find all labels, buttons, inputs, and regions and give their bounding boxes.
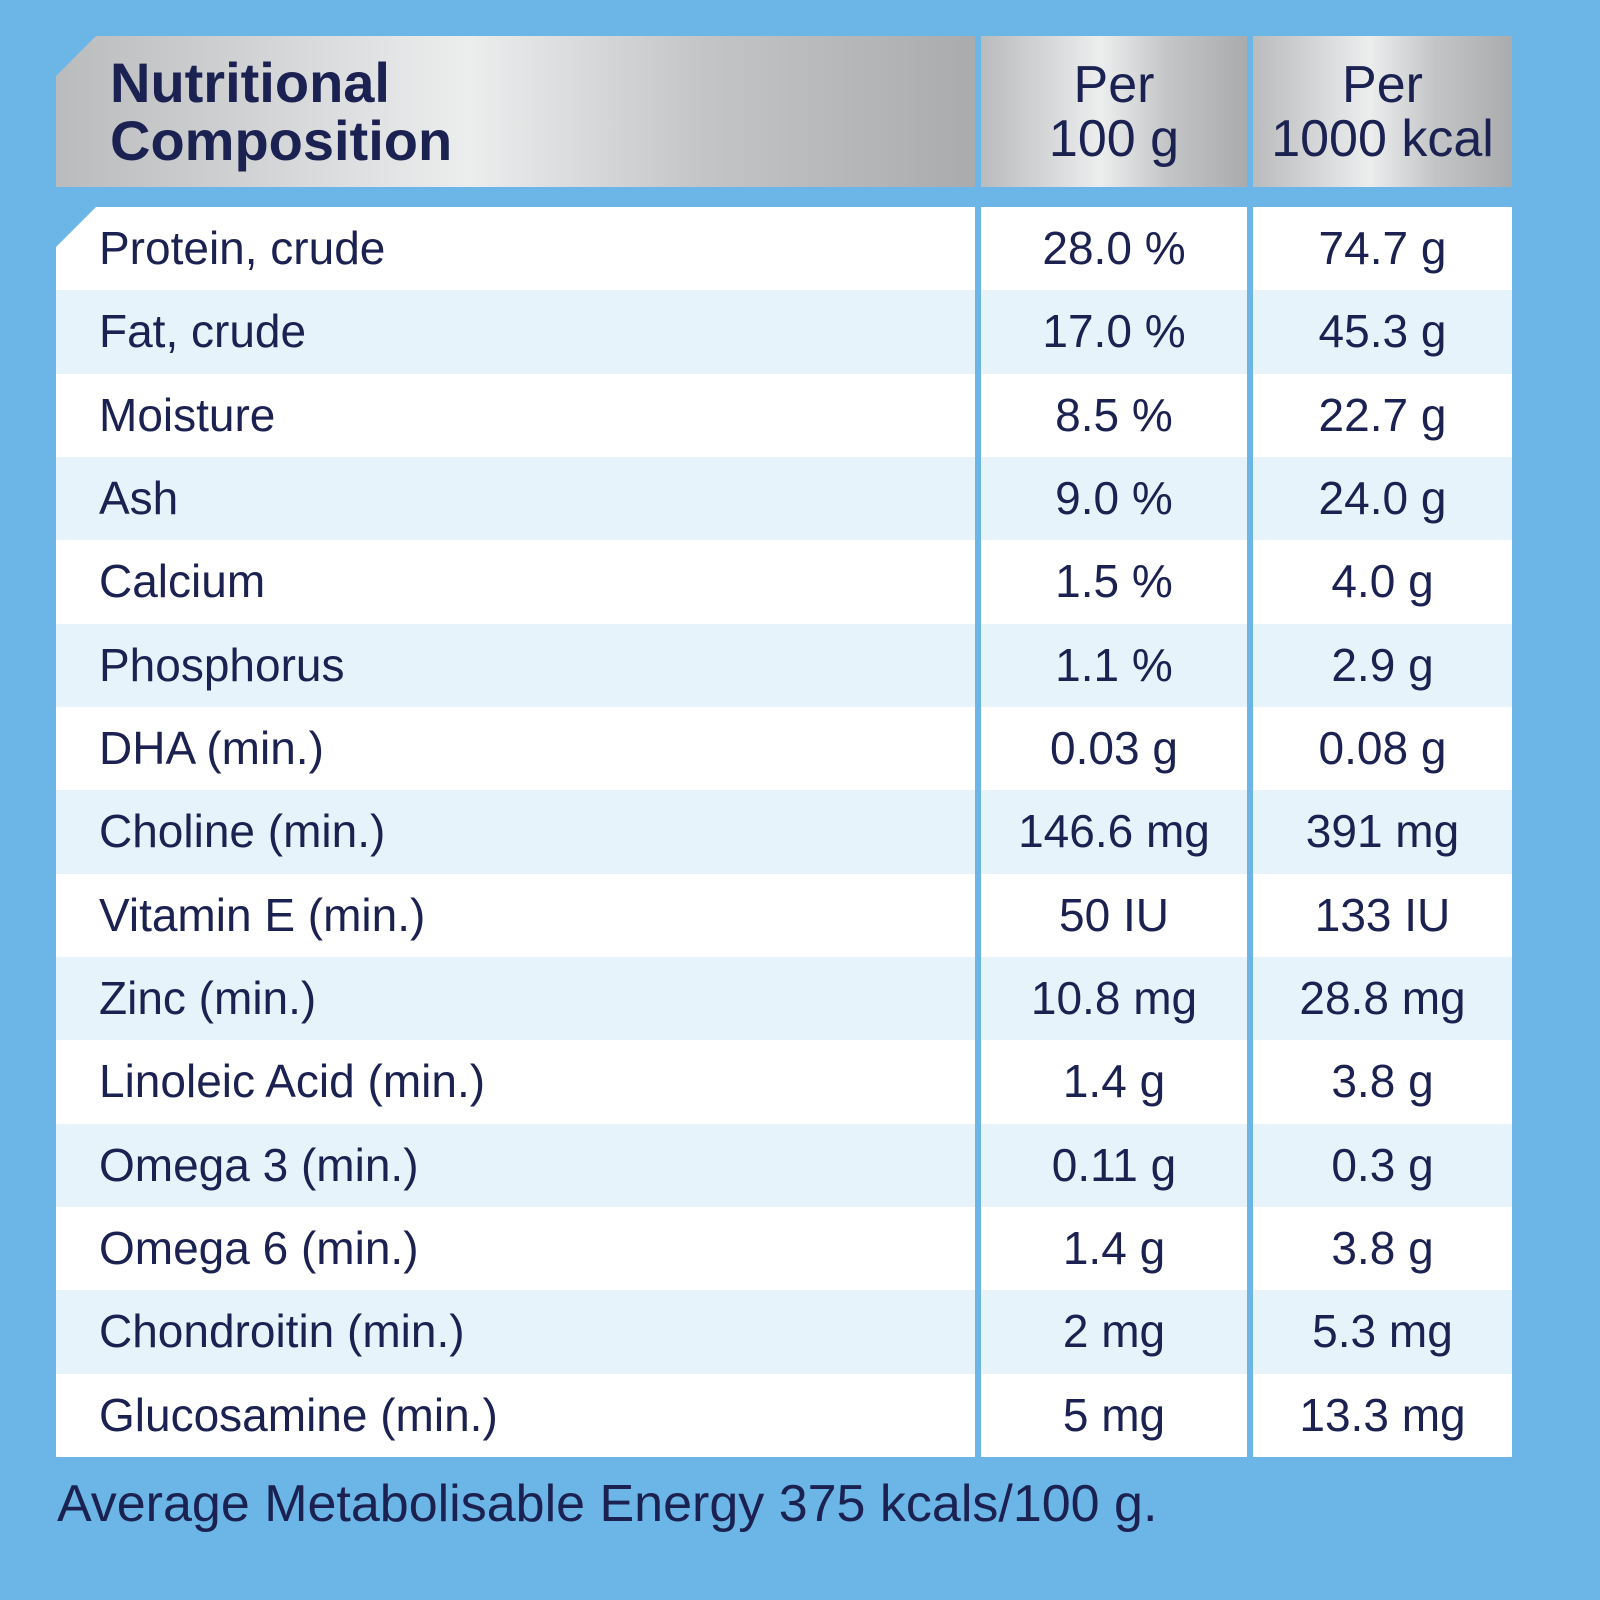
table-row: Ash 9.0 % 24.0 g bbox=[56, 457, 1512, 541]
value-per-1000kcal: 133 IU bbox=[1253, 873, 1512, 958]
table-row: Protein, crude 28.0 % 74.7 g bbox=[56, 207, 1512, 291]
value-per-100g: 17.0 % bbox=[981, 290, 1247, 374]
col2-header-line2: 100 g bbox=[1048, 109, 1180, 168]
value-per-100g: 5 mg bbox=[981, 1373, 1247, 1458]
table-row: Glucosamine (min.) 5 mg 13.3 mg bbox=[56, 1373, 1512, 1458]
value-per-1000kcal: 391 mg bbox=[1253, 790, 1512, 874]
value-per-1000kcal: 2.9 g bbox=[1253, 623, 1512, 708]
table-title-line1: Nutritional bbox=[110, 50, 390, 114]
nutrient-name: DHA (min.) bbox=[56, 707, 975, 791]
col3-header-line1: Per bbox=[1342, 55, 1423, 114]
value-per-1000kcal: 3.8 g bbox=[1253, 1040, 1512, 1124]
nutrient-name: Vitamin E (min.) bbox=[56, 873, 975, 958]
nutrient-name: Fat, crude bbox=[56, 290, 975, 374]
nutrient-name: Calcium bbox=[56, 540, 975, 624]
value-per-1000kcal: 3.8 g bbox=[1253, 1207, 1512, 1291]
col2-header-line1: Per bbox=[1073, 55, 1155, 114]
table-row: Omega 6 (min.) 1.4 g 3.8 g bbox=[56, 1207, 1512, 1291]
value-per-1000kcal: 0.08 g bbox=[1253, 707, 1512, 791]
value-per-100g: 146.6 mg bbox=[981, 790, 1247, 874]
value-per-1000kcal: 74.7 g bbox=[1253, 207, 1512, 291]
value-per-1000kcal: 0.3 g bbox=[1253, 1123, 1512, 1208]
value-per-100g: 50 IU bbox=[981, 873, 1247, 958]
nutrient-name: Phosphorus bbox=[56, 623, 975, 708]
table-row: DHA (min.) 0.03 g 0.08 g bbox=[56, 707, 1512, 791]
nutrient-name: Protein, crude bbox=[56, 207, 975, 291]
table-row: Linoleic Acid (min.) 1.4 g 3.8 g bbox=[56, 1040, 1512, 1124]
table-row: Chondroitin (min.) 2 mg 5.3 mg bbox=[56, 1290, 1512, 1374]
table-title-line2: Composition bbox=[110, 108, 453, 172]
nutrition-table-body: Protein, crude 28.0 % 74.7 g Fat, crude 17.0… bbox=[56, 207, 1512, 1458]
table-row: Zinc (min.) 10.8 mg 28.8 mg bbox=[56, 957, 1512, 1041]
value-per-1000kcal: 45.3 g bbox=[1253, 290, 1512, 374]
table-row: Calcium 1.5 % 4.0 g bbox=[56, 540, 1512, 624]
nutrient-name: Linoleic Acid (min.) bbox=[56, 1040, 975, 1124]
table-row: Moisture 8.5 % 22.7 g bbox=[56, 373, 1512, 457]
value-per-100g: 28.0 % bbox=[981, 207, 1247, 291]
nutrient-name: Chondroitin (min.) bbox=[56, 1290, 975, 1374]
value-per-100g: 0.03 g bbox=[981, 707, 1247, 791]
header-per-1000kcal: Per 1000 kcal bbox=[1253, 36, 1512, 187]
value-per-100g: 2 mg bbox=[981, 1290, 1247, 1374]
header-per-100g: Per 100 g bbox=[981, 36, 1247, 187]
table-row: Omega 3 (min.) 0.11 g 0.3 g bbox=[56, 1123, 1512, 1208]
value-per-1000kcal: 28.8 mg bbox=[1253, 957, 1512, 1041]
table-row: Choline (min.) 146.6 mg 391 mg bbox=[56, 790, 1512, 874]
nutrient-name: Zinc (min.) bbox=[56, 957, 975, 1041]
nutrient-name: Moisture bbox=[56, 373, 975, 457]
value-per-100g: 0.11 g bbox=[981, 1123, 1247, 1208]
value-per-100g: 1.1 % bbox=[981, 623, 1247, 708]
nutrient-name: Ash bbox=[56, 457, 975, 541]
value-per-100g: 1.4 g bbox=[981, 1207, 1247, 1291]
table-row: Vitamin E (min.) 50 IU 133 IU bbox=[56, 873, 1512, 958]
nutrient-name: Omega 3 (min.) bbox=[56, 1123, 975, 1208]
nutrient-name: Omega 6 (min.) bbox=[56, 1207, 975, 1291]
header-nutrient-column: Nutritional Composition bbox=[56, 36, 975, 187]
value-per-100g: 8.5 % bbox=[981, 373, 1247, 457]
table-row: Phosphorus 1.1 % 2.9 g bbox=[56, 623, 1512, 708]
value-per-100g: 1.5 % bbox=[981, 540, 1247, 624]
nutrient-name: Choline (min.) bbox=[56, 790, 975, 874]
value-per-1000kcal: 13.3 mg bbox=[1253, 1373, 1512, 1458]
value-per-1000kcal: 5.3 mg bbox=[1253, 1290, 1512, 1374]
table-row: Fat, crude 17.0 % 45.3 g bbox=[56, 290, 1512, 374]
value-per-1000kcal: 24.0 g bbox=[1253, 457, 1512, 541]
value-per-1000kcal: 4.0 g bbox=[1253, 540, 1512, 624]
nutrient-name: Glucosamine (min.) bbox=[56, 1373, 975, 1458]
value-per-1000kcal: 22.7 g bbox=[1253, 373, 1512, 457]
value-per-100g: 1.4 g bbox=[981, 1040, 1247, 1124]
col3-header-line2: 1000 kcal bbox=[1271, 109, 1494, 168]
value-per-100g: 9.0 % bbox=[981, 457, 1247, 541]
value-per-100g: 10.8 mg bbox=[981, 957, 1247, 1041]
energy-footnote: Average Metabolisable Energy 375 kcals/1… bbox=[57, 1475, 1158, 1533]
